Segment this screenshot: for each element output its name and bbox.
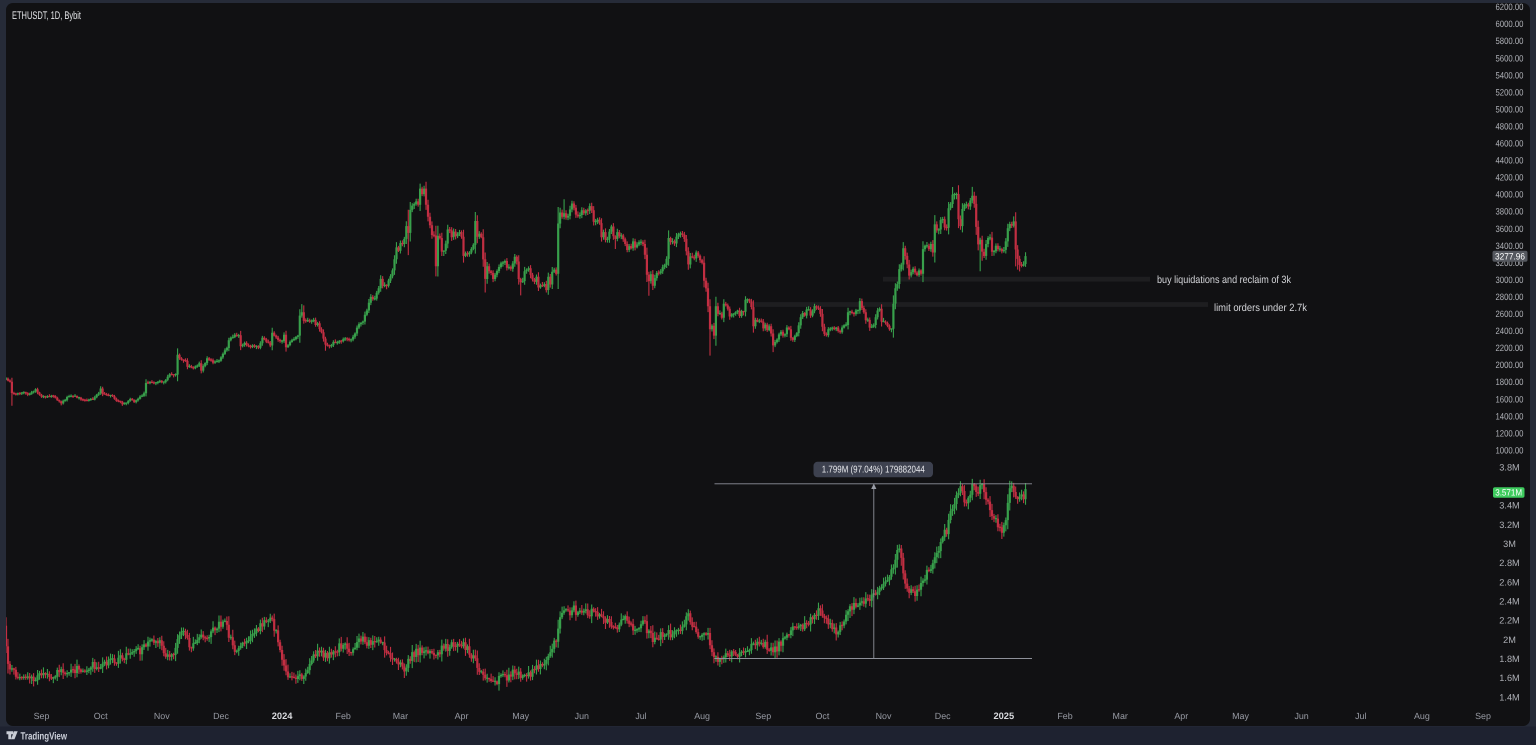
svg-text:1600.00: 1600.00 bbox=[1496, 394, 1524, 404]
svg-text:Jun: Jun bbox=[1294, 711, 1308, 721]
svg-text:3277.96: 3277.96 bbox=[1495, 251, 1525, 261]
svg-text:Jul: Jul bbox=[1355, 711, 1366, 721]
svg-text:5400.00: 5400.00 bbox=[1496, 70, 1524, 80]
svg-text:1800.00: 1800.00 bbox=[1496, 377, 1524, 387]
svg-text:limit orders under 2.7k: limit orders under 2.7k bbox=[1214, 302, 1308, 314]
svg-text:2.6M: 2.6M bbox=[1499, 577, 1519, 587]
svg-text:TradingView: TradingView bbox=[21, 731, 68, 743]
svg-text:3M: 3M bbox=[1503, 539, 1516, 549]
svg-text:3.4M: 3.4M bbox=[1499, 501, 1519, 511]
svg-text:1.799M (97.04%) 179882044: 1.799M (97.04%) 179882044 bbox=[822, 465, 925, 476]
svg-text:3.2M: 3.2M bbox=[1499, 520, 1519, 530]
svg-text:May: May bbox=[512, 711, 529, 721]
svg-text:1.8M: 1.8M bbox=[1499, 654, 1519, 664]
svg-text:3.571M: 3.571M bbox=[1495, 488, 1522, 498]
svg-text:5600.00: 5600.00 bbox=[1496, 53, 1524, 63]
svg-text:Oct: Oct bbox=[815, 711, 829, 721]
svg-text:Jul: Jul bbox=[635, 711, 646, 721]
svg-text:2200.00: 2200.00 bbox=[1496, 343, 1524, 353]
svg-text:5800.00: 5800.00 bbox=[1496, 36, 1524, 46]
svg-text:1000.00: 1000.00 bbox=[1496, 445, 1524, 455]
svg-text:2.4M: 2.4M bbox=[1499, 597, 1519, 607]
svg-text:2.2M: 2.2M bbox=[1499, 616, 1519, 626]
svg-text:2.8M: 2.8M bbox=[1499, 558, 1519, 568]
svg-text:4000.00: 4000.00 bbox=[1496, 190, 1524, 200]
svg-text:Oct: Oct bbox=[94, 711, 108, 721]
svg-text:4200.00: 4200.00 bbox=[1496, 173, 1524, 183]
svg-text:Dec: Dec bbox=[935, 711, 951, 721]
svg-text:Apr: Apr bbox=[455, 711, 469, 721]
svg-text:Nov: Nov bbox=[154, 711, 170, 721]
svg-text:3400.00: 3400.00 bbox=[1496, 241, 1524, 251]
svg-text:3600.00: 3600.00 bbox=[1496, 224, 1524, 234]
svg-text:6000.00: 6000.00 bbox=[1496, 19, 1524, 29]
svg-text:Feb: Feb bbox=[1057, 711, 1072, 721]
svg-text:2800.00: 2800.00 bbox=[1496, 292, 1524, 302]
svg-text:ETHUSDT, 1D, Bybit: ETHUSDT, 1D, Bybit bbox=[12, 10, 81, 22]
svg-text:2000.00: 2000.00 bbox=[1496, 360, 1524, 370]
svg-text:4800.00: 4800.00 bbox=[1496, 122, 1524, 132]
svg-text:Aug: Aug bbox=[694, 711, 710, 721]
svg-text:3000.00: 3000.00 bbox=[1496, 275, 1524, 285]
svg-text:2M: 2M bbox=[1503, 635, 1516, 645]
svg-text:1.4M: 1.4M bbox=[1499, 692, 1519, 702]
svg-text:Sep: Sep bbox=[755, 711, 771, 721]
svg-text:2024: 2024 bbox=[272, 711, 294, 721]
svg-text:2025: 2025 bbox=[993, 711, 1014, 721]
svg-text:1.6M: 1.6M bbox=[1499, 673, 1519, 683]
svg-text:6200.00: 6200.00 bbox=[1496, 2, 1524, 12]
svg-text:May: May bbox=[1232, 711, 1249, 721]
svg-text:Jun: Jun bbox=[575, 711, 589, 721]
svg-text:5200.00: 5200.00 bbox=[1496, 87, 1524, 97]
svg-text:5000.00: 5000.00 bbox=[1496, 104, 1524, 114]
svg-text:Sep: Sep bbox=[1475, 711, 1491, 721]
svg-text:1200.00: 1200.00 bbox=[1496, 428, 1524, 438]
svg-text:Mar: Mar bbox=[1113, 711, 1128, 721]
svg-text:Dec: Dec bbox=[213, 711, 229, 721]
svg-text:2400.00: 2400.00 bbox=[1496, 326, 1524, 336]
svg-text:3.8M: 3.8M bbox=[1499, 462, 1519, 472]
svg-text:4400.00: 4400.00 bbox=[1496, 156, 1524, 166]
svg-text:Apr: Apr bbox=[1174, 711, 1188, 721]
svg-text:Aug: Aug bbox=[1414, 711, 1430, 721]
svg-text:Nov: Nov bbox=[876, 711, 892, 721]
svg-text:1400.00: 1400.00 bbox=[1496, 411, 1524, 421]
svg-text:4600.00: 4600.00 bbox=[1496, 139, 1524, 149]
svg-text:Sep: Sep bbox=[34, 711, 50, 721]
svg-text:Feb: Feb bbox=[336, 711, 351, 721]
svg-text:Mar: Mar bbox=[393, 711, 408, 721]
svg-text:2600.00: 2600.00 bbox=[1496, 309, 1524, 319]
svg-text:3800.00: 3800.00 bbox=[1496, 207, 1524, 217]
svg-text:3200.00: 3200.00 bbox=[1496, 258, 1524, 268]
svg-text:buy liquidations and reclaim o: buy liquidations and reclaim of 3k bbox=[1157, 274, 1292, 286]
